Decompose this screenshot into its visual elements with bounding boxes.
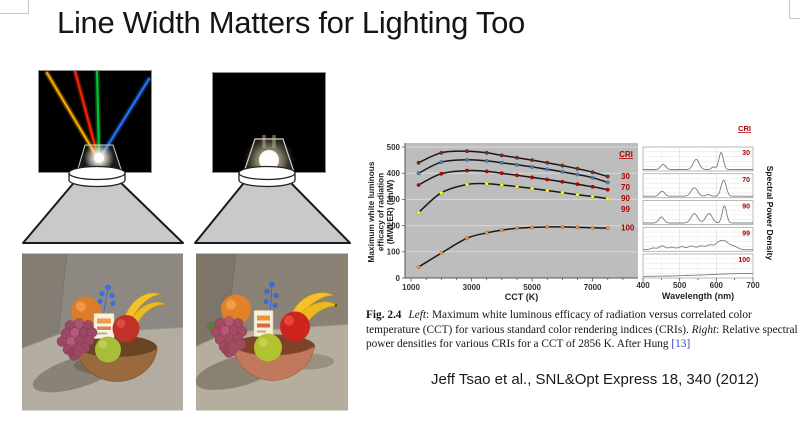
chart-series-cri-90: 90 bbox=[416, 168, 630, 203]
svg-text:500: 500 bbox=[387, 143, 401, 152]
svg-text:CRI: CRI bbox=[738, 124, 751, 133]
bulb-core bbox=[263, 154, 275, 166]
mwler-vs-cct-chart: 1000 3000 5000 7000 0 100 200 300 400 500 CCT (K) M… bbox=[366, 143, 638, 302]
chart-series-cri-99: 99 bbox=[416, 181, 630, 215]
green-apple bbox=[95, 336, 121, 363]
lens-icon-right bbox=[238, 165, 296, 188]
red-apple bbox=[280, 311, 310, 342]
reference-link[interactable]: [13] bbox=[671, 338, 691, 351]
caption-right-text: : Relative spectral power densities for … bbox=[366, 323, 798, 351]
svg-text:99: 99 bbox=[742, 230, 750, 237]
spectral-panel-cri-70: 70 bbox=[642, 173, 754, 199]
svg-text:70: 70 bbox=[742, 177, 750, 184]
red-apple bbox=[112, 315, 140, 342]
svg-text:30: 30 bbox=[742, 150, 750, 157]
citation-text: Jeff Tsao et al., SNL&Opt Express 18, 34… bbox=[431, 371, 759, 388]
svg-text:500: 500 bbox=[673, 281, 687, 290]
converged-light-core bbox=[94, 153, 104, 163]
svg-text:300: 300 bbox=[387, 195, 401, 204]
lens-icon-left bbox=[68, 165, 126, 188]
adjacent-slide-edge-top-right bbox=[789, 0, 800, 19]
svg-text:600: 600 bbox=[710, 281, 724, 290]
light-bulb-image bbox=[212, 72, 326, 187]
svg-text:efficacy of radiation: efficacy of radiation bbox=[376, 173, 386, 251]
svg-text:400: 400 bbox=[636, 281, 650, 290]
svg-text:30: 30 bbox=[621, 172, 630, 181]
adjacent-slide-edge-top-left bbox=[0, 0, 29, 14]
green-apple bbox=[254, 333, 282, 362]
svg-text:400: 400 bbox=[387, 169, 401, 178]
svg-text:Maximum white luminous: Maximum white luminous bbox=[366, 161, 376, 262]
bulb-filament-stems bbox=[262, 135, 276, 148]
spectral-power-density-panels: 30 70 90 99 100 400 500 600 700 Wavelength (nm) CR… bbox=[636, 124, 775, 301]
svg-text:7000: 7000 bbox=[584, 283, 602, 292]
figure-2-4: 1000 3000 5000 7000 0 100 200 300 400 500 CCT (K) M… bbox=[366, 124, 775, 302]
spectral-panel-cri-100: 100 bbox=[642, 253, 754, 279]
grape bbox=[221, 344, 231, 355]
grape bbox=[229, 343, 239, 354]
card bbox=[253, 310, 274, 337]
svg-text:100: 100 bbox=[621, 224, 635, 233]
svg-text:Spectral Power Density: Spectral Power Density bbox=[765, 166, 775, 261]
figure-caption: Fig. 2.4 Left: Maximum white luminous eff… bbox=[366, 308, 798, 352]
wall-left bbox=[22, 253, 67, 348]
laser-beams-image bbox=[38, 68, 152, 173]
svg-text:90: 90 bbox=[621, 194, 630, 203]
laser-beams-graphic bbox=[44, 68, 152, 173]
slide-title: Line Width Matters for Lighting Too bbox=[57, 5, 525, 40]
blue-flowers bbox=[263, 281, 279, 314]
spectral-panel-cri-90: 90 bbox=[642, 200, 754, 225]
svg-text:(MWLER) (lm/W): (MWLER) (lm/W) bbox=[385, 180, 395, 245]
chart-series-cri-100: 100 bbox=[416, 224, 635, 269]
grape bbox=[74, 346, 84, 357]
bananas bbox=[124, 292, 167, 323]
svg-text:5000: 5000 bbox=[523, 283, 541, 292]
laser-beam-red-icon bbox=[73, 69, 100, 159]
figure-caption-label: Fig. 2.4 bbox=[366, 309, 402, 321]
svg-text:70: 70 bbox=[621, 183, 630, 192]
chart-series-cri-30: 30 bbox=[416, 149, 630, 181]
caption-right-label: Right bbox=[691, 323, 717, 336]
spectral-panel-cri-30: 30 bbox=[642, 146, 754, 172]
fruit-bowl-photo-left bbox=[22, 253, 183, 411]
svg-text:1000: 1000 bbox=[402, 283, 420, 292]
caption-left-text: : Maximum white luminous efficacy of rad… bbox=[366, 309, 752, 336]
svg-text:90: 90 bbox=[742, 204, 750, 211]
svg-text:Wavelength (nm): Wavelength (nm) bbox=[662, 291, 734, 301]
svg-text:100: 100 bbox=[738, 257, 750, 264]
grapes bbox=[56, 318, 98, 361]
light-bulb-graphic bbox=[243, 135, 295, 187]
caption-left-label: Left bbox=[408, 309, 427, 321]
svg-text:99: 99 bbox=[621, 205, 630, 214]
svg-text:CRI: CRI bbox=[619, 150, 633, 159]
svg-text:0: 0 bbox=[396, 274, 401, 283]
laser-beam-green-icon bbox=[95, 69, 101, 159]
blue-flowers bbox=[97, 284, 116, 312]
svg-text:CCT (K): CCT (K) bbox=[505, 292, 539, 302]
svg-text:200: 200 bbox=[387, 221, 401, 230]
card bbox=[93, 313, 115, 339]
laser-beam-gold-icon bbox=[45, 71, 99, 159]
spectral-panel-cri-99: 99 bbox=[642, 226, 754, 252]
svg-text:700: 700 bbox=[746, 281, 760, 290]
svg-text:3000: 3000 bbox=[463, 283, 481, 292]
chart-series-cri-70: 70 bbox=[416, 157, 630, 192]
fruit-bowl-photo-right bbox=[196, 253, 348, 411]
svg-text:100: 100 bbox=[387, 248, 401, 257]
